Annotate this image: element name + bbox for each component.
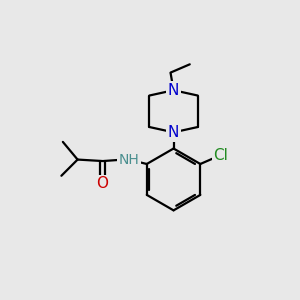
Text: O: O — [97, 176, 109, 191]
Text: N: N — [168, 83, 179, 98]
Text: N: N — [168, 125, 179, 140]
Text: NH: NH — [119, 153, 140, 166]
Text: Cl: Cl — [214, 148, 228, 163]
